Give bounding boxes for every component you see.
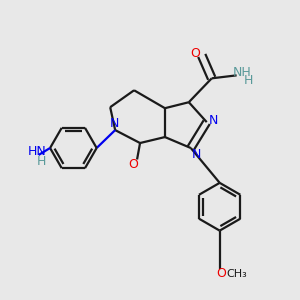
Text: N: N [110, 117, 119, 130]
Text: CH₃: CH₃ [226, 269, 248, 279]
Text: HN: HN [28, 146, 47, 158]
Text: H: H [37, 155, 46, 168]
Text: NH: NH [232, 66, 251, 79]
Text: N: N [192, 148, 202, 161]
Text: O: O [190, 46, 200, 60]
Text: N: N [208, 114, 218, 127]
Text: O: O [128, 158, 138, 171]
Text: H: H [243, 74, 253, 87]
Text: O: O [216, 267, 226, 280]
